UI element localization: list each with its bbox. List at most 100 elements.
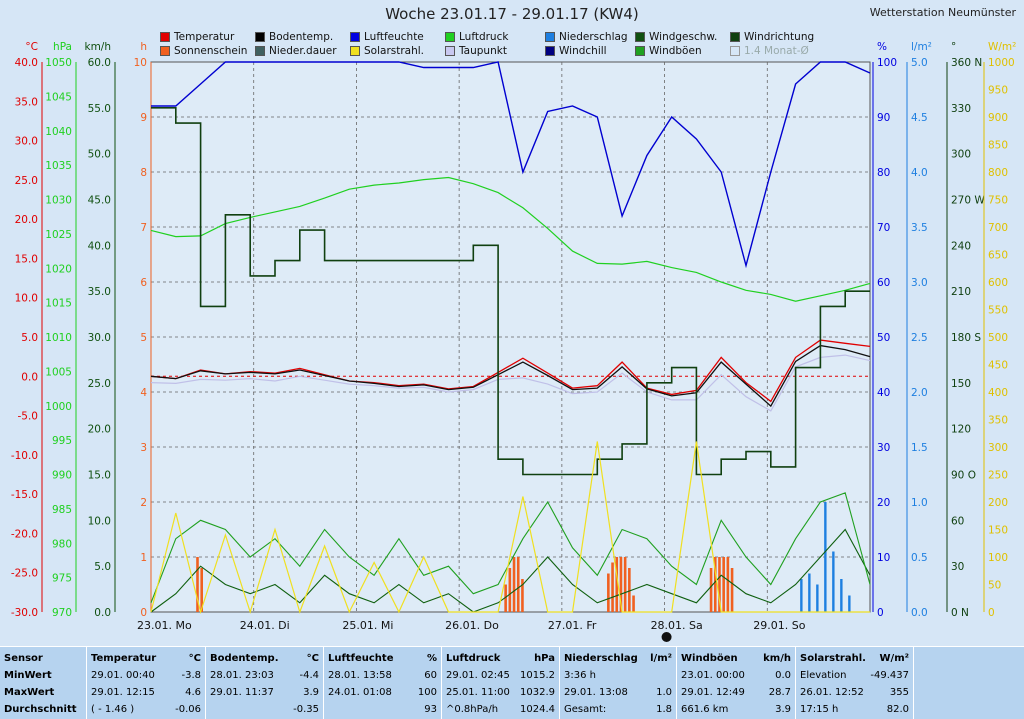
axis-tick-rain: 1.0: [911, 497, 928, 509]
axis-tick-humidity: 10: [877, 552, 890, 564]
table-column-5: Windböen km/h 23.01. 00:00 0.0 29.01. 12:49 2…: [677, 647, 796, 719]
legend-label: Nieder.dauer: [269, 45, 337, 57]
column-unit: hPa: [534, 653, 555, 664]
axis-tick-pressure: 985: [52, 504, 72, 516]
legend-item-3: Luftdruck: [445, 31, 508, 43]
series-windgeschw: [150, 528, 871, 613]
axis-tick-wind: 20.0: [88, 424, 111, 436]
axis-tick-solar: 650: [988, 250, 1008, 262]
cell-value: 28.7: [768, 687, 791, 698]
table-cell-row: -0.35: [210, 701, 319, 718]
axis-tick-pressure: 1010: [45, 332, 72, 344]
legend-label: Luftfeuchte: [364, 31, 424, 43]
axis-tick-solar: 200: [988, 497, 1008, 509]
legend-swatch: [635, 46, 645, 56]
axis-unit-solar: W/m²: [988, 41, 1016, 53]
axis-tick-pressure: 1020: [45, 263, 72, 275]
axis-tick-temp: 20.0: [15, 214, 38, 226]
rain-bar: [816, 584, 819, 612]
axis-tick-solar: 900: [988, 112, 1008, 124]
legend-swatch: [350, 32, 360, 42]
cell-value: -49.437: [870, 670, 909, 681]
axis-tick-humidity: 20: [877, 497, 890, 509]
table-column-3: Luftdruck hPa 29.01. 02:45 1015.2 25.01. 11:…: [442, 647, 560, 719]
legend-swatch: [255, 46, 265, 56]
axis-tick-winddir: 270 W: [951, 195, 985, 207]
cell-time: 25.01. 11:00: [446, 687, 510, 698]
axis-tick-winddir: 300: [951, 149, 971, 161]
axis-tick-temp: 10.0: [15, 293, 38, 305]
cell-time: Elevation: [800, 670, 847, 681]
axis-tick-humidity: 30: [877, 442, 890, 454]
legend-swatch: [445, 32, 455, 42]
sunshine-bar: [516, 557, 520, 612]
legend-label: Temperatur: [174, 31, 235, 43]
axis-tick-winddir: 30: [951, 561, 964, 573]
cell-value: 0.0: [775, 670, 791, 681]
table-cell-row: ^0.8hPa/h 1024.4: [446, 701, 555, 718]
axis-tick-solar: 950: [988, 85, 1008, 97]
axis-tick-temp: -25.0: [11, 568, 38, 580]
axis-tick-sun: 10: [134, 57, 147, 69]
column-name: Windböen: [681, 653, 738, 664]
axis-tick-sun: 4: [140, 387, 147, 399]
axis-tick-solar: 700: [988, 222, 1008, 234]
axis-tick-sun: 9: [140, 112, 147, 124]
table-label-column: Sensor MinWert MaxWert Durchschnitt: [0, 647, 87, 719]
axis-tick-rain: 0.0: [911, 607, 928, 619]
sunshine-bar: [521, 579, 524, 612]
axis-tick-pressure: 1030: [45, 195, 72, 207]
legend-label: Niederschlag: [559, 31, 628, 43]
column-name: Solarstrahl.: [800, 653, 866, 664]
sunshine-bar: [607, 573, 610, 612]
axis-tick-pressure: 990: [52, 470, 72, 482]
axis-tick-rain: 2.0: [911, 387, 928, 399]
legend-swatch: [730, 32, 740, 42]
table-cell-row: 17:15 h 82.0: [800, 701, 909, 718]
table-column-1: Bodentemp. °C 28.01. 23:03 -4.4 29.01. 11:37…: [206, 647, 324, 719]
axis-tick-rain: 4.0: [911, 167, 928, 179]
sunshine-bar: [628, 568, 631, 612]
sunshine-bar: [512, 557, 516, 612]
series-bodentemp: [150, 344, 871, 408]
axis-tick-humidity: 40: [877, 387, 890, 399]
axis-tick-sun: 5: [140, 332, 147, 344]
axis-tick-humidity: 0: [877, 607, 884, 619]
axis-tick-wind: 45.0: [88, 195, 111, 207]
axis-tick-rain: 0.5: [911, 552, 928, 564]
axis-tick-humidity: 50: [877, 332, 890, 344]
axis-unit-humidity: %: [877, 41, 887, 53]
axis-tick-winddir: 120: [951, 424, 971, 436]
legend-item-10: Taupunkt: [445, 45, 507, 57]
axis-tick-temp: -30.0: [11, 607, 38, 619]
axis-tick-temp: -15.0: [11, 489, 38, 501]
series-taupunkt: [150, 354, 871, 412]
x-tick-label: 25.01. Mi: [342, 619, 393, 632]
cell-value: 1015.2: [520, 670, 555, 681]
axis-tick-solar: 100: [988, 552, 1008, 564]
sunshine-bar: [730, 568, 734, 612]
axis-tick-wind: 40.0: [88, 240, 111, 252]
cell-time: 24.01. 01:08: [328, 687, 392, 698]
sunshine-bar: [718, 557, 721, 612]
axis-tick-rain: 4.5: [911, 112, 928, 124]
axis-tick-winddir: 150: [951, 378, 971, 390]
legend-label: Windböen: [649, 45, 702, 57]
cell-value: 3.9: [303, 687, 319, 698]
table-column-header: Niederschlag l/m²: [564, 647, 672, 667]
legend-label: 1.4 Monat-Ø: [744, 45, 809, 57]
sunshine-bar: [196, 557, 199, 612]
axis-tick-solar: 400: [988, 387, 1008, 399]
table-cell-row: Elevation -49.437: [800, 667, 909, 684]
axis-tick-solar: 50: [988, 580, 1001, 592]
table-cell-row: 28.01. 23:03 -4.4: [210, 667, 319, 684]
column-name: Luftdruck: [446, 653, 501, 664]
sunshine-bar: [504, 584, 507, 612]
axis-tick-temp: -10.0: [11, 450, 38, 462]
legend-label: Windrichtung: [744, 31, 815, 43]
axis-tick-sun: 1: [140, 552, 147, 564]
series-solarstrahl: [150, 441, 870, 615]
axis-tick-pressure: 1050: [45, 57, 72, 69]
table-cell-row: 29.01. 13:08 1.0: [564, 684, 672, 701]
axis-unit-winddir: °: [951, 41, 956, 53]
